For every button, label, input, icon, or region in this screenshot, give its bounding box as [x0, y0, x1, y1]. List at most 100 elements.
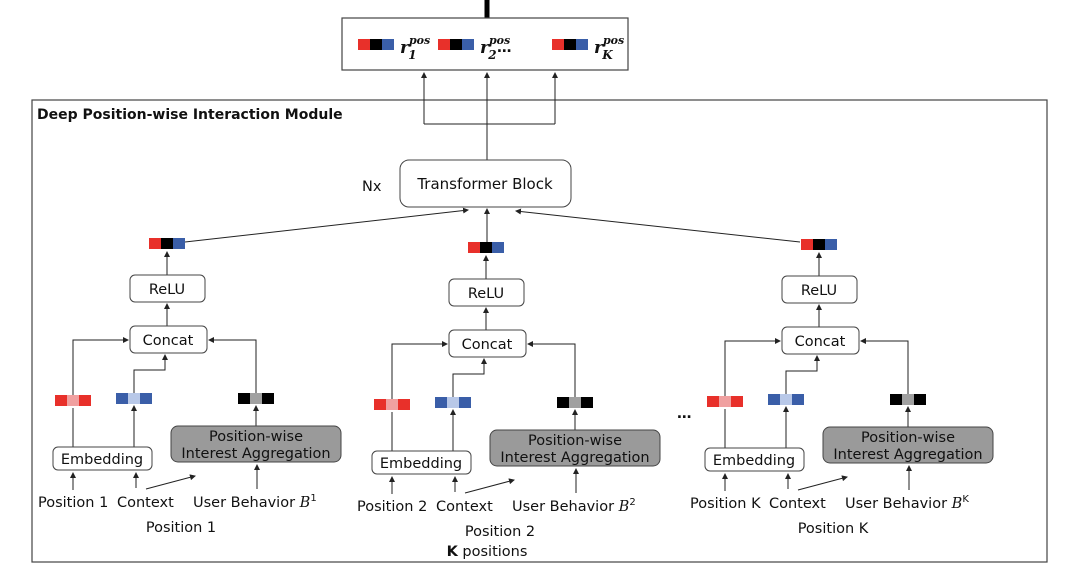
behavior-interest-vector [890, 394, 926, 405]
arrow [452, 358, 487, 397]
arrow [72, 337, 129, 395]
relu-label: ReLU [468, 286, 504, 302]
vector-cell [792, 394, 804, 405]
vector-cell [719, 396, 731, 407]
module-box [31, 99, 1048, 563]
position-input-label: Position K [690, 496, 761, 512]
vector-cell [238, 393, 250, 404]
column-caption: Position 2 [465, 524, 535, 540]
arrow [785, 355, 820, 394]
relu-box [448, 278, 525, 307]
vector-cell [902, 394, 914, 405]
behavior-input-label: User Behavior B2 [512, 497, 636, 515]
arrow [391, 341, 448, 399]
vector-cell [447, 397, 459, 408]
embedding-label: Embedding [713, 453, 795, 469]
vector-cell [813, 239, 825, 250]
embedding-label: Embedding [380, 456, 462, 472]
interest-aggregation-box [822, 426, 994, 464]
vector-cell [914, 394, 926, 405]
vector-cell [576, 39, 588, 50]
embedding-label: Embedding [61, 452, 143, 468]
concat-box [129, 325, 208, 354]
column-caption: Position K [798, 521, 869, 537]
concat-label: Concat [143, 333, 194, 349]
output-vector [552, 39, 588, 50]
output-label: rpos 2 [480, 34, 510, 62]
vector-cell [552, 39, 564, 50]
vector-cell [370, 39, 382, 50]
arrow [724, 338, 781, 396]
context-input-label: Context [436, 499, 493, 515]
concat-box [448, 329, 527, 358]
vector-cell [358, 39, 370, 50]
output-label: rpos 1 [400, 34, 430, 62]
vector-cell [386, 399, 398, 410]
aggregation-label: Position-wise [209, 429, 303, 445]
column-output-vector [468, 242, 504, 253]
vector-cell [468, 242, 480, 253]
position-input-label: Position 2 [357, 499, 427, 515]
vector-cell [250, 393, 262, 404]
transformer-label: Transformer Block [416, 175, 553, 193]
position-embedding-vector [374, 399, 410, 410]
output-ellipsis: … [497, 40, 512, 56]
context-embedding-vector [435, 397, 471, 408]
aggregation-label: Interest Aggregation [500, 450, 649, 466]
vector-cell [825, 239, 837, 250]
column-ellipsis: … [677, 406, 692, 422]
interest-aggregation-box [489, 429, 661, 467]
concat-label: Concat [795, 334, 846, 350]
concat-box [781, 326, 860, 355]
vector-cell [768, 394, 780, 405]
arrow [208, 337, 257, 393]
vector-cell [116, 393, 128, 404]
output-representations: rpos 1 rpos 2 rpos K [358, 34, 624, 62]
vector-cell [780, 394, 792, 405]
arrow [145, 474, 196, 490]
context-input-label: Context [769, 496, 826, 512]
context-input-label: Context [117, 495, 174, 511]
context-embedding-vector [768, 394, 804, 405]
arrow [184, 207, 469, 243]
vector-cell [462, 39, 474, 50]
relu-label: ReLU [801, 283, 837, 299]
vector-cell [435, 397, 447, 408]
vector-cell [707, 396, 719, 407]
aggregation-label: Position-wise [861, 430, 955, 446]
arrow [797, 475, 848, 491]
vector-cell [398, 399, 410, 410]
vector-cell [890, 394, 902, 405]
relu-label: ReLU [149, 282, 185, 298]
transformer-output-lines [423, 73, 556, 160]
relu-box [781, 275, 858, 304]
vector-cell [79, 395, 91, 406]
behavior-input-label: User Behavior B1 [193, 493, 317, 511]
vector-cell [262, 393, 274, 404]
column-output-vector [801, 239, 837, 250]
column-caption: Position 1 [146, 520, 216, 536]
transformer-repeat: Nx [362, 179, 382, 195]
arrow [133, 354, 168, 393]
position-column: ReLU Concat Embedding Position-wiseInterest… [690, 239, 994, 537]
vector-cell [438, 39, 450, 50]
position-column: ReLU Concat Embedding Position-wiseInterest… [38, 238, 342, 536]
behavior-interest-vector [557, 397, 593, 408]
vector-cell [140, 393, 152, 404]
position-column: ReLU Concat Embedding Position-wiseInterest… [357, 242, 661, 540]
aggregation-label: Position-wise [528, 433, 622, 449]
module-title: Deep Position-wise Interaction Module [37, 107, 343, 123]
vector-cell [149, 238, 161, 249]
vector-cell [67, 395, 79, 406]
arrow [464, 478, 515, 494]
arrow [527, 341, 576, 397]
vector-cell [492, 242, 504, 253]
vector-cell [382, 39, 394, 50]
aggregation-label: Interest Aggregation [833, 447, 982, 463]
position-embedding-vector [707, 396, 743, 407]
column-output-vector [149, 238, 185, 249]
output-vector [438, 39, 474, 50]
output-vector [358, 39, 394, 50]
context-embedding-vector [116, 393, 152, 404]
interest-aggregation-box [170, 425, 342, 463]
